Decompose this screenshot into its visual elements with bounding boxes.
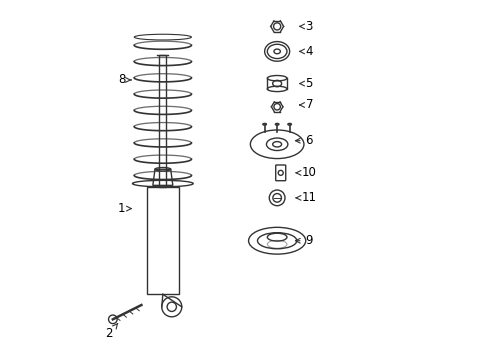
Text: 1: 1 (118, 202, 131, 215)
Text: 10: 10 (296, 166, 317, 179)
Text: 11: 11 (296, 192, 317, 204)
Text: 7: 7 (299, 99, 313, 112)
Text: 4: 4 (299, 45, 313, 58)
Text: 8: 8 (118, 73, 131, 86)
Text: 6: 6 (295, 134, 313, 147)
Text: 2: 2 (105, 324, 118, 340)
Text: 3: 3 (299, 20, 313, 33)
Text: 9: 9 (295, 234, 313, 247)
Text: 5: 5 (299, 77, 313, 90)
